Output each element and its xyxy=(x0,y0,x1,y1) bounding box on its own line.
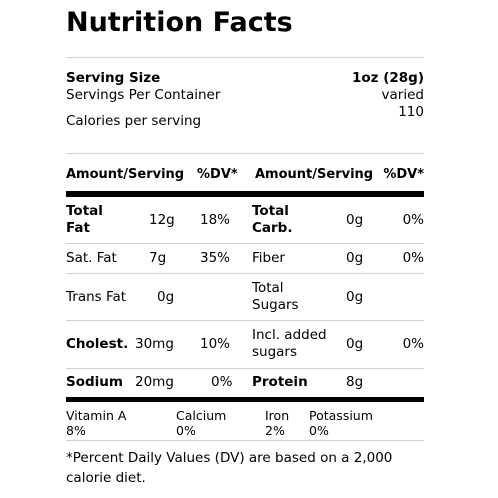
divider xyxy=(66,57,424,58)
nutrient-amount-right: 0g xyxy=(346,336,364,352)
vitamins-row: Vitamin A 8% Calcium 0% Iron 2% Potassiu… xyxy=(66,402,424,440)
amount-serving-header-left: Amount/Serving xyxy=(66,167,185,182)
nutrient-amount: 7g xyxy=(149,250,167,266)
divider xyxy=(66,153,424,154)
nutrient-amount-right: 0g xyxy=(346,289,364,305)
nutrient-name: Trans Fat xyxy=(66,289,127,305)
vitamin-item: Calcium 0% xyxy=(176,408,226,438)
nutrient-dv: 35% xyxy=(200,250,231,266)
nutrient-name-right: Protein xyxy=(252,374,308,390)
page-title: Nutrition Facts xyxy=(66,7,293,38)
calories-value: 110 xyxy=(398,104,424,120)
serving-size-value: 1oz (28g) xyxy=(351,70,424,86)
servings-per-container-label: Servings Per Container xyxy=(66,87,221,103)
nutrient-amount: 20mg xyxy=(135,374,174,390)
nutrient-amount: 12g xyxy=(149,212,175,228)
vitamin-value: 8% xyxy=(66,423,86,438)
nutrient-name: Cholest. xyxy=(66,336,129,352)
vitamin-name: Iron xyxy=(265,408,290,423)
vitamin-value: 0% xyxy=(176,423,196,438)
nutrient-dv-right: 0% xyxy=(402,336,424,352)
table-row: Cholest. 30mg 10% Incl. added sugars 0g … xyxy=(66,321,424,369)
nutrient-name-right: Total Sugars xyxy=(252,280,299,313)
nutrient-name: Sodium xyxy=(66,374,123,390)
table-header: Amount/Serving %DV* Amount/Serving %DV* xyxy=(66,163,424,186)
table-row: Trans Fat 0g Total Sugars 0g xyxy=(66,274,424,321)
nutrient-name-right: Total Carb. xyxy=(252,203,293,236)
nutrient-name-right: Fiber xyxy=(252,250,285,266)
nutrient-amount-right: 0g xyxy=(346,250,364,266)
amount-serving-header-right: Amount/Serving xyxy=(255,167,374,182)
serving-info: Serving Size 1oz (28g) Servings Per Cont… xyxy=(66,58,424,153)
nutrition-facts-panel: Nutrition Facts Serving Size 1oz (28g) S… xyxy=(66,0,424,488)
table-row: Total Fat 12g 18% Total Carb. 0g 0% xyxy=(66,197,424,244)
nutrient-dv: 18% xyxy=(200,212,231,228)
nutrient-table: Total Fat 12g 18% Total Carb. 0g 0% Sat.… xyxy=(66,197,424,397)
vitamin-value: 2% xyxy=(265,423,285,438)
nutrient-name: Total Fat xyxy=(66,203,103,236)
dv-header-right: %DV* xyxy=(383,167,424,182)
nutrient-name: Sat. Fat xyxy=(66,250,117,266)
nutrient-dv-right: 0% xyxy=(402,250,424,266)
nutrient-amount-right: 0g xyxy=(346,212,364,228)
calories-label: Calories per serving xyxy=(66,113,202,129)
nutrient-amount-right: 8g xyxy=(346,374,364,390)
vitamin-name: Calcium xyxy=(176,408,227,423)
dv-header-left: %DV* xyxy=(197,167,238,182)
nutrient-dv: 0% xyxy=(211,374,233,390)
vitamin-item: Vitamin A 8% xyxy=(66,408,126,438)
vitamin-item: Potassium 0% xyxy=(309,408,373,438)
thick-divider xyxy=(66,191,424,197)
vitamin-item: Iron 2% xyxy=(265,408,289,438)
nutrient-dv-right: 0% xyxy=(402,212,424,228)
footnote: *Percent Daily Values (DV) are based on … xyxy=(66,450,393,486)
nutrient-name-right: Incl. added sugars xyxy=(252,327,327,360)
nutrient-amount: 30mg xyxy=(135,336,174,352)
nutrient-amount: 0g xyxy=(157,289,175,305)
divider xyxy=(66,440,424,441)
serving-size-label: Serving Size xyxy=(66,70,161,86)
vitamin-name: Potassium xyxy=(309,408,373,423)
vitamin-name: Vitamin A xyxy=(66,408,127,423)
servings-per-container-value: varied xyxy=(381,87,424,103)
table-row: Sodium 20mg 0% Protein 8g xyxy=(66,369,424,397)
nutrient-dv: 10% xyxy=(200,336,231,352)
table-row: Sat. Fat 7g 35% Fiber 0g 0% xyxy=(66,244,424,274)
vitamin-value: 0% xyxy=(309,423,329,438)
thick-divider xyxy=(66,397,424,402)
